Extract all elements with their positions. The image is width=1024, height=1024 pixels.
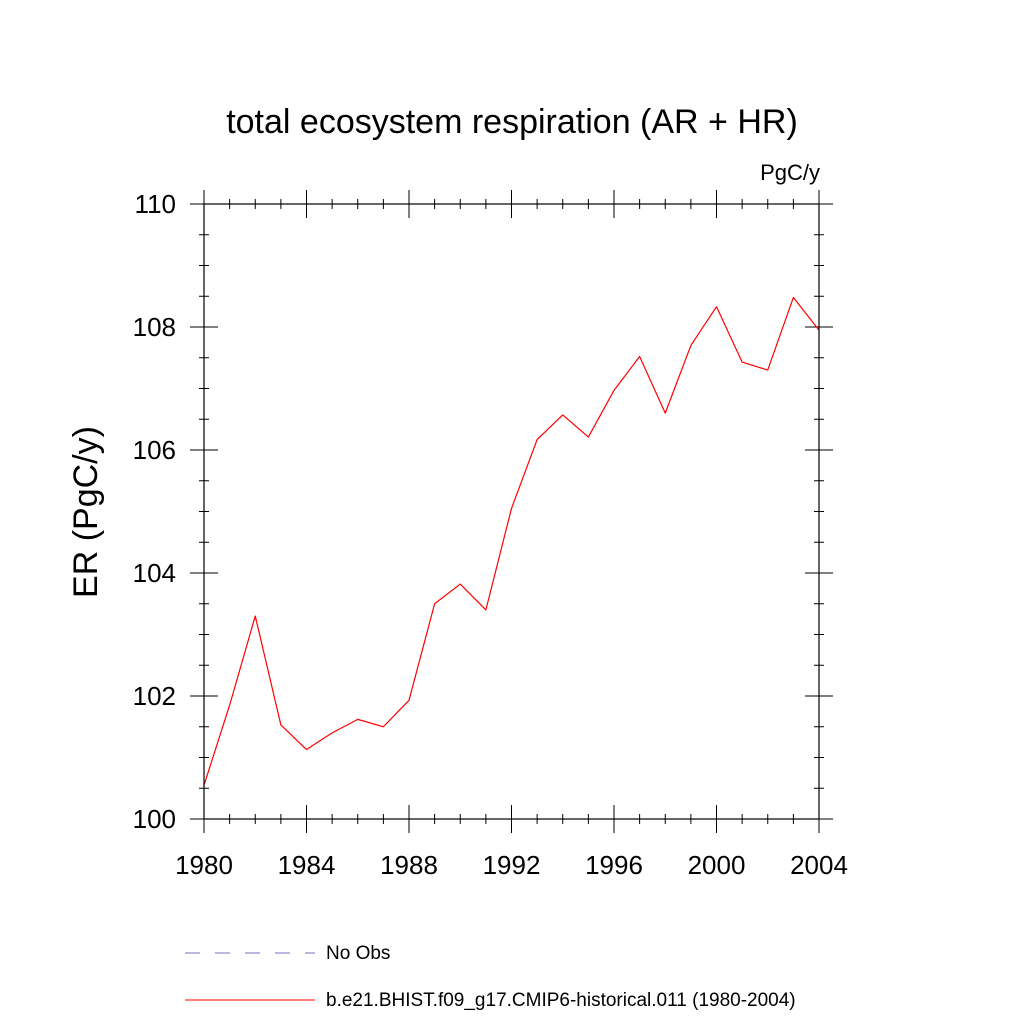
- legend-item-no-obs: No Obs: [185, 943, 390, 964]
- x-tick-label: 2000: [688, 850, 746, 880]
- x-tick-label: 1992: [483, 850, 541, 880]
- x-tick-label: 1980: [175, 850, 233, 880]
- y-tick-label: 100: [133, 804, 176, 834]
- x-tick-label: 2004: [790, 850, 848, 880]
- legend: No Obs b.e21.BHIST.f09_g17.CMIP6-histori…: [185, 943, 796, 1011]
- y-axis-label: ER (PgC/y): [67, 426, 105, 598]
- legend-label-no-obs: No Obs: [326, 943, 390, 964]
- y-axis-tick-labels: 100 102 104 106 108 110: [133, 189, 176, 834]
- plot-frame: [203, 203, 820, 820]
- series-layer: [203, 296, 820, 786]
- x-axis-tick-labels: 1980 1984 1988 1992 1996 2000 2004: [175, 850, 848, 880]
- units-label: PgC/y: [760, 160, 820, 185]
- y-tick-label: 108: [133, 312, 176, 342]
- y-tick-label: 102: [133, 681, 176, 711]
- legend-label-model-run: b.e21.BHIST.f09_g17.CMIP6-historical.011…: [326, 990, 796, 1011]
- y-axis-ticks: [190, 203, 833, 820]
- y-tick-label: 104: [133, 558, 176, 588]
- chart-title: total ecosystem respiration (AR + HR): [226, 103, 798, 141]
- x-tick-label: 1996: [585, 850, 643, 880]
- x-tick-label: 1984: [278, 850, 336, 880]
- x-tick-label: 1988: [380, 850, 438, 880]
- x-axis-ticks: [203, 190, 820, 833]
- y-tick-label: 106: [133, 435, 176, 465]
- legend-item-model-run: b.e21.BHIST.f09_g17.CMIP6-historical.011…: [185, 990, 796, 1011]
- y-tick-label: 110: [135, 189, 176, 219]
- series-line: [203, 296, 820, 786]
